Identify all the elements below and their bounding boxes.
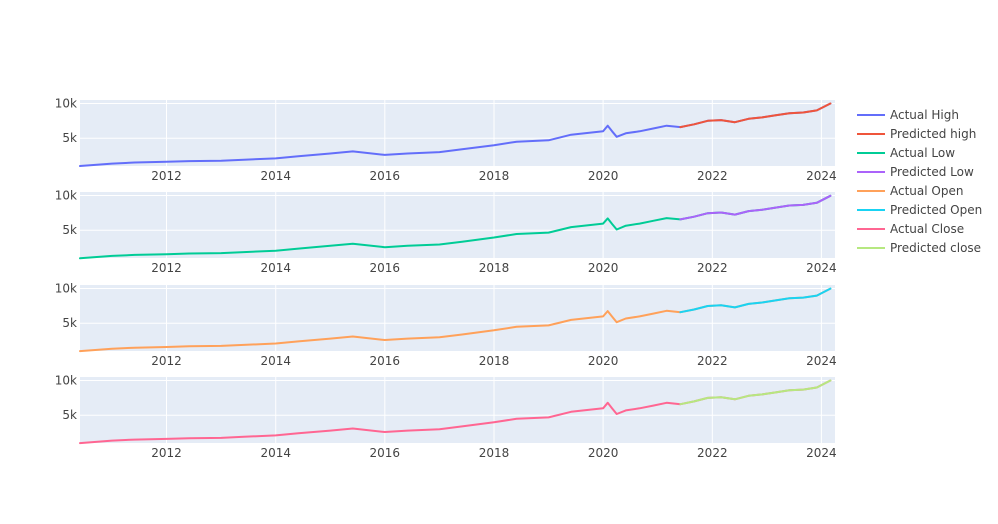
y-tick-label: 10k xyxy=(55,96,77,110)
x-tick-label: 2024 xyxy=(806,354,837,368)
legend-item-actual-low[interactable]: Actual Low xyxy=(857,146,955,160)
legend-label: Predicted high xyxy=(890,127,976,141)
x-tick-label: 2022 xyxy=(697,261,728,275)
subplot-high: 5k 10k 2012 2014 2016 2018 2020 2022 2024 xyxy=(55,96,837,183)
x-tick-label: 2014 xyxy=(260,169,291,183)
subplots-layer: 5k 10k 2012 2014 2016 2018 2020 2022 2024 5k 10k 20… xyxy=(55,96,837,460)
x-tick-label: 2016 xyxy=(370,446,401,460)
x-tick-label: 2014 xyxy=(260,261,291,275)
x-tick-label: 2016 xyxy=(370,261,401,275)
x-tick-label: 2016 xyxy=(370,354,401,368)
legend-item-actual-high[interactable]: Actual High xyxy=(857,108,959,122)
legend-label: Predicted close xyxy=(890,241,981,255)
x-tick-label: 2018 xyxy=(479,169,510,183)
legend-item-actual-open[interactable]: Actual Open xyxy=(857,184,963,198)
x-tick-label: 2022 xyxy=(697,169,728,183)
y-tick-label: 5k xyxy=(62,408,77,422)
legend-label: Predicted Open xyxy=(890,203,982,217)
legend-item-actual-close[interactable]: Actual Close xyxy=(857,222,964,236)
y-tick-label: 5k xyxy=(62,131,77,145)
y-tick-label: 5k xyxy=(62,223,77,237)
legend-label: Actual Close xyxy=(890,222,964,236)
x-tick-label: 2012 xyxy=(151,169,182,183)
y-tick-label: 5k xyxy=(62,316,77,330)
x-tick-label: 2024 xyxy=(806,261,837,275)
y-tick-label: 10k xyxy=(55,188,77,202)
x-tick-label: 2014 xyxy=(260,354,291,368)
series-line-predicted-low xyxy=(679,194,832,221)
legend-item-predicted-high[interactable]: Predicted high xyxy=(857,127,976,141)
plot-background xyxy=(80,100,835,166)
y-tick-label: 10k xyxy=(55,373,77,387)
x-tick-label: 2012 xyxy=(151,261,182,275)
plot-background xyxy=(80,285,835,351)
plot-background xyxy=(80,377,835,443)
x-tick-label: 2014 xyxy=(260,446,291,460)
x-tick-label: 2012 xyxy=(151,354,182,368)
legend[interactable]: Actual High Predicted high Actual Low Predi… xyxy=(857,108,982,255)
x-tick-label: 2022 xyxy=(697,354,728,368)
x-tick-label: 2020 xyxy=(588,446,619,460)
series-line-predicted-close xyxy=(679,379,832,406)
subplot-open: 5k 10k 2012 2014 2016 2018 2020 2022 2024 xyxy=(55,281,837,368)
x-tick-label: 2020 xyxy=(588,354,619,368)
x-tick-label: 2024 xyxy=(806,169,837,183)
x-tick-label: 2012 xyxy=(151,446,182,460)
x-tick-label: 2018 xyxy=(479,446,510,460)
legend-label: Predicted Low xyxy=(890,165,974,179)
x-tick-label: 2020 xyxy=(588,169,619,183)
legend-item-predicted-open[interactable]: Predicted Open xyxy=(857,203,982,217)
plot-background xyxy=(80,192,835,258)
legend-item-predicted-low[interactable]: Predicted Low xyxy=(857,165,974,179)
legend-label: Actual Open xyxy=(890,184,963,198)
series-line-predicted-open xyxy=(679,287,832,314)
subplot-close: 5k 10k 2012 2014 2016 2018 2020 2022 2024 xyxy=(55,373,837,460)
series-line-predicted-high xyxy=(679,102,832,129)
x-tick-label: 2018 xyxy=(479,354,510,368)
y-tick-label: 10k xyxy=(55,281,77,295)
x-tick-label: 2022 xyxy=(697,446,728,460)
legend-label: Actual High xyxy=(890,108,959,122)
x-tick-label: 2018 xyxy=(479,261,510,275)
legend-label: Actual Low xyxy=(890,146,955,160)
subplot-low: 5k 10k 2012 2014 2016 2018 2020 2022 2024 xyxy=(55,188,837,275)
x-tick-label: 2020 xyxy=(588,261,619,275)
x-tick-label: 2016 xyxy=(370,169,401,183)
legend-item-predicted-close[interactable]: Predicted close xyxy=(857,241,981,255)
x-tick-label: 2024 xyxy=(806,446,837,460)
